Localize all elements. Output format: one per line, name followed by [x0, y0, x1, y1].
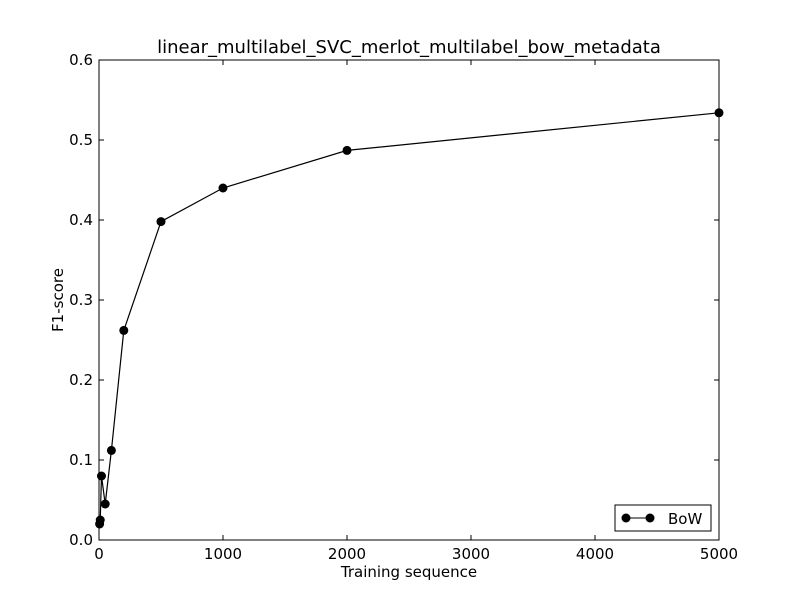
data-point: [119, 325, 129, 335]
x-tick-label: 0: [94, 545, 104, 563]
legend-marker: [621, 513, 631, 523]
x-tick-label: 2000: [328, 545, 366, 563]
y-axis: 0.0 0.1 0.2 0.3 0.4 0.5 0.6: [69, 51, 719, 549]
data-point: [342, 145, 352, 155]
y-tick-label: 0.5: [69, 131, 93, 149]
data-point: [100, 499, 110, 509]
y-tick-label: 0.2: [69, 371, 93, 389]
data-point: [106, 445, 116, 455]
x-axis: 0 1000 2000 3000 4000 5000: [94, 60, 738, 563]
data-point: [96, 471, 106, 481]
data-point: [156, 217, 166, 227]
x-tick-label: 3000: [452, 545, 490, 563]
chart-title: linear_multilabel_SVC_merlot_multilabel_…: [157, 37, 661, 58]
y-tick-label: 0.0: [69, 531, 93, 549]
series-line-0: [99, 112, 720, 525]
series-layer: [95, 108, 724, 529]
plot-frame: [98, 59, 720, 541]
x-tick-label: 4000: [576, 545, 614, 563]
legend: BoW: [614, 504, 712, 532]
legend-label: BoW: [668, 510, 702, 528]
x-axis-label: Training sequence: [340, 563, 477, 581]
x-tick-label: 5000: [700, 545, 738, 563]
data-point: [714, 108, 724, 118]
y-tick-label: 0.1: [69, 451, 93, 469]
legend-marker: [645, 513, 655, 523]
y-axis-label: F1-score: [49, 268, 67, 332]
x-tick-label: 1000: [204, 545, 242, 563]
y-tick-label: 0.3: [69, 291, 93, 309]
plot-area: [98, 59, 720, 541]
data-point: [218, 183, 228, 193]
y-tick-label: 0.4: [69, 211, 93, 229]
y-tick-label: 0.6: [69, 51, 93, 69]
data-point: [95, 515, 105, 525]
